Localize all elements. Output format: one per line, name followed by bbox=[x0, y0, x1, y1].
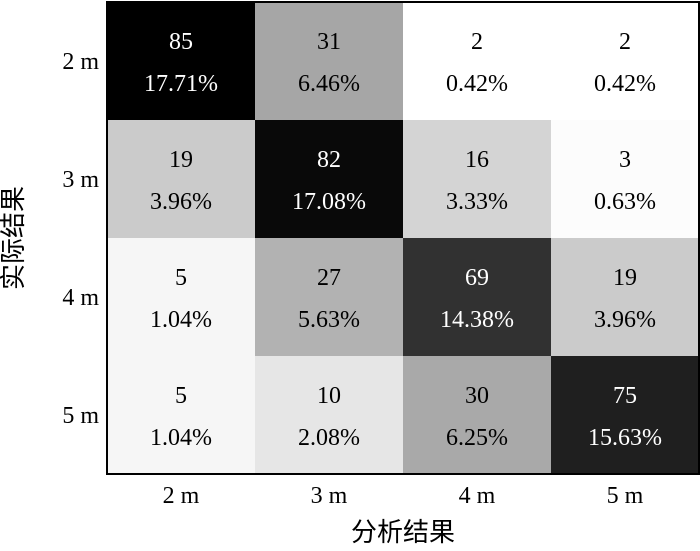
x-tick-labels: 2 m 3 m 4 m 5 m bbox=[163, 483, 644, 509]
heatmap-cell-r3-c1 bbox=[107, 238, 255, 356]
heatmap-cell-r1-c3 bbox=[403, 2, 551, 120]
cell-count-r2-c1: 19 bbox=[169, 147, 193, 173]
cell-percentage-r4-c3: 6.25% bbox=[446, 425, 508, 451]
cell-count-r4-c3: 30 bbox=[465, 383, 489, 409]
x-tick-label-3: 4 m bbox=[459, 483, 496, 509]
heatmap-cell-r4-c3 bbox=[403, 356, 551, 474]
y-axis-label: 实际结果 bbox=[0, 186, 29, 290]
cell-count-r4-c4: 75 bbox=[613, 383, 637, 409]
cell-percentage-r4-c1: 1.04% bbox=[150, 425, 212, 451]
cell-count-r1-c2: 31 bbox=[317, 29, 341, 55]
cell-percentage-r3-c4: 3.96% bbox=[594, 307, 656, 333]
x-tick-label-1: 2 m bbox=[163, 483, 200, 509]
cell-count-r2-c3: 16 bbox=[465, 147, 489, 173]
x-tick-label-2: 3 m bbox=[311, 483, 348, 509]
cell-count-r1-c1: 85 bbox=[169, 29, 193, 55]
x-tick-label-4: 5 m bbox=[607, 483, 644, 509]
cell-percentage-r3-c2: 5.63% bbox=[298, 307, 360, 333]
heatmap-cell-r1-c4 bbox=[551, 2, 699, 120]
cell-percentage-r2-c3: 3.33% bbox=[446, 189, 508, 215]
cell-percentage-r2-c2: 17.08% bbox=[292, 189, 366, 215]
cell-percentage-r2-c1: 3.96% bbox=[150, 189, 212, 215]
heatmap-cell-r1-c2 bbox=[255, 2, 403, 120]
heatmap-cell-r2-c1 bbox=[107, 120, 255, 238]
heatmap-cell-r2-c4 bbox=[551, 120, 699, 238]
heatmap-cell-r4-c2 bbox=[255, 356, 403, 474]
heatmap-cell-r3-c4 bbox=[551, 238, 699, 356]
y-tick-label-1: 2 m bbox=[62, 49, 99, 75]
y-tick-labels: 2 m 3 m 4 m 5 m bbox=[62, 49, 99, 429]
heatmap-cell-r2-c2 bbox=[255, 120, 403, 238]
cell-count-r3-c3: 69 bbox=[465, 265, 489, 291]
heatmap-cell-r1-c1 bbox=[107, 2, 255, 120]
y-tick-label-4: 5 m bbox=[62, 403, 99, 429]
x-axis-label: 分析结果 bbox=[351, 518, 455, 548]
heatmap-cell-r2-c3 bbox=[403, 120, 551, 238]
heatmap-cell-r4-c1 bbox=[107, 356, 255, 474]
cell-percentage-r1-c1: 17.71% bbox=[144, 71, 218, 97]
cell-count-r3-c4: 19 bbox=[613, 265, 637, 291]
heatmap-cell-r3-c2 bbox=[255, 238, 403, 356]
cell-percentage-r4-c4: 15.63% bbox=[588, 425, 662, 451]
cell-percentage-r1-c4: 0.42% bbox=[594, 71, 656, 97]
cell-percentage-r4-c2: 2.08% bbox=[298, 425, 360, 451]
cell-count-r4-c2: 10 bbox=[317, 383, 341, 409]
cell-count-r4-c1: 5 bbox=[175, 383, 187, 409]
cell-percentage-r1-c2: 6.46% bbox=[298, 71, 360, 97]
cell-percentage-r3-c1: 1.04% bbox=[150, 307, 212, 333]
cell-count-r1-c3: 2 bbox=[471, 29, 483, 55]
cell-count-r3-c1: 5 bbox=[175, 265, 187, 291]
heatmap-cells: 85 17.71% 31 6.46% 2 0.42% 2 0.42% 19 3.96% 82 17.0… bbox=[107, 2, 699, 474]
plot-frame bbox=[106, 1, 700, 475]
cell-count-r2-c2: 82 bbox=[317, 147, 341, 173]
cell-count-r1-c4: 2 bbox=[619, 29, 631, 55]
cell-percentage-r1-c3: 0.42% bbox=[446, 71, 508, 97]
heatmap-cell-r3-c3 bbox=[403, 238, 551, 356]
cell-percentage-r2-c4: 0.63% bbox=[594, 189, 656, 215]
cell-percentage-r3-c3: 14.38% bbox=[440, 307, 514, 333]
heatmap-cell-r4-c4 bbox=[551, 356, 699, 474]
cell-count-r3-c2: 27 bbox=[317, 265, 341, 291]
y-tick-label-2: 3 m bbox=[62, 167, 99, 193]
cell-count-r2-c4: 3 bbox=[619, 147, 631, 173]
y-tick-label-3: 4 m bbox=[62, 285, 99, 311]
